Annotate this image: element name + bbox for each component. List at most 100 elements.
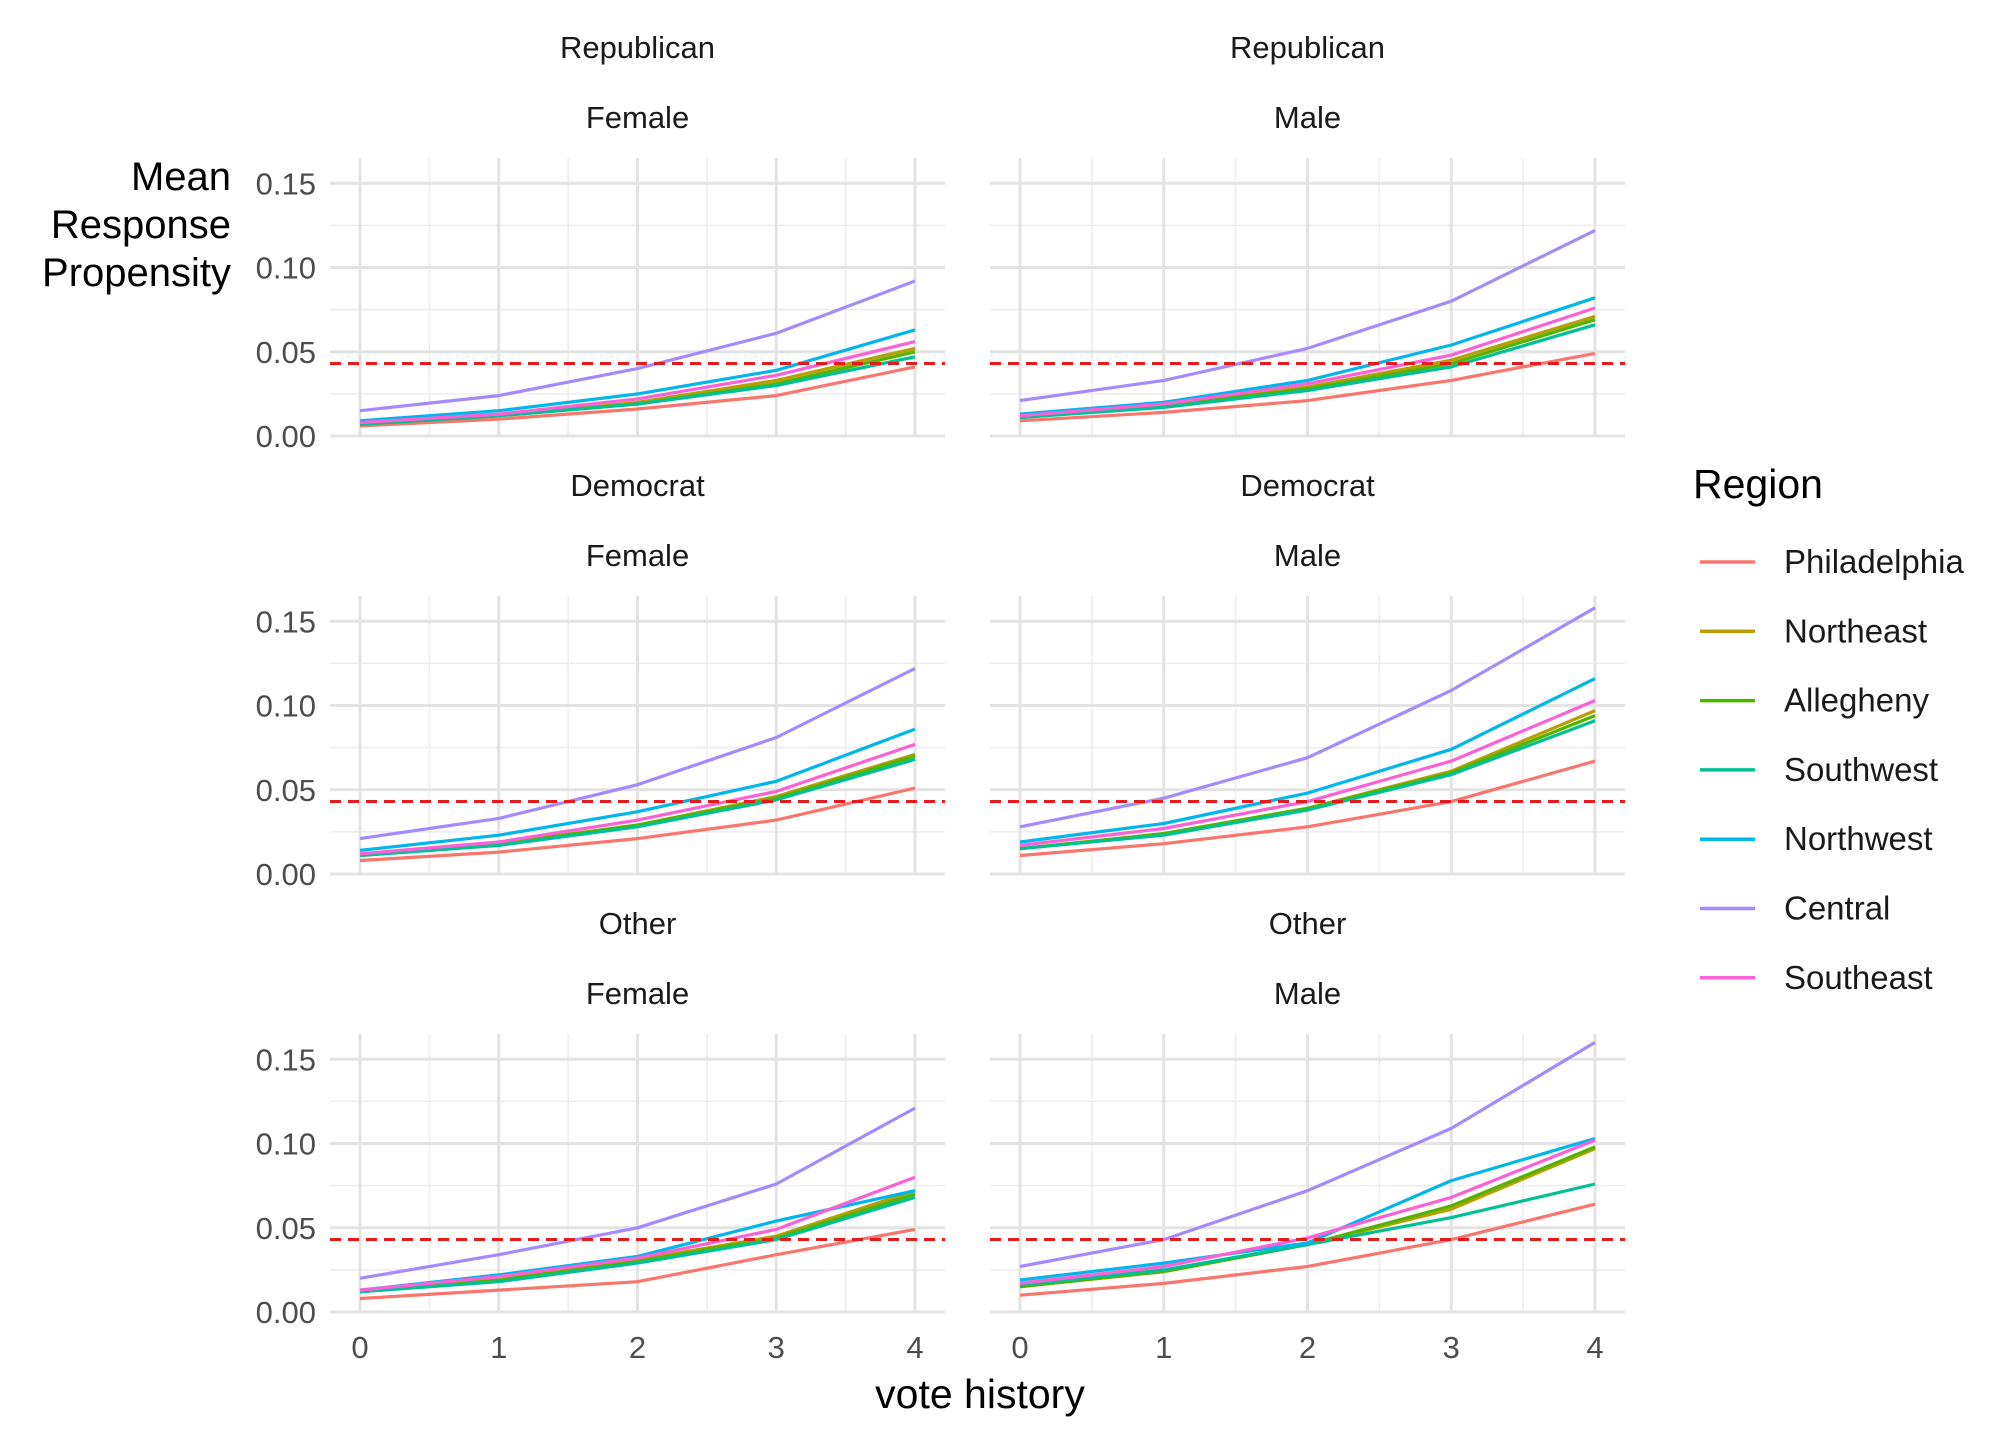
x-tick-label: 4 [1586,1330,1603,1365]
series-line-central [1019,228,1596,403]
series-lines [359,1106,916,1301]
x-tick-label: 1 [490,1330,507,1365]
legend-title: Region [1693,461,1823,507]
x-tick-label: 2 [1299,1330,1316,1365]
series-line-southwest [359,1195,916,1294]
facet-strip-party: Other [1269,906,1347,941]
facet-panel-republican-male: Republican Male [990,30,1625,438]
y-tick-label: 0.05 [256,773,316,808]
y-axis-label-line: Mean [131,155,231,199]
legend-label: Central [1784,890,1890,927]
legend: Region Philadelphia Northeast Allegheny Sou… [1693,461,1964,996]
y-tick-label: 0.00 [256,857,316,892]
y-axis-label-line: Response [51,203,231,247]
facet-panel-republican-female: Republican Female 0.00 0.05 0.10 0.15 [256,30,945,454]
major-gridlines [990,596,1625,876]
series-line-central [359,1106,916,1280]
series-line-philadelphia [359,1227,916,1301]
series-line-central [359,279,916,413]
major-gridlines [990,1034,1625,1314]
series-line-northwest [1019,296,1596,416]
facet-strip-gender: Female [586,538,689,573]
series-line-southeast [359,1175,916,1292]
series-line-philadelphia [359,365,916,428]
y-tick-label: 0.10 [256,1127,316,1162]
y-tick-label: 0.15 [256,1042,316,1077]
facet-panel-democrat-female: Democrat Female 0.00 0.05 0.10 0.15 [256,468,945,892]
series-line-philadelphia [359,786,916,863]
series-line-central [1019,1041,1596,1269]
facet-strip-gender: Male [1274,100,1341,135]
legend-items: Philadelphia Northeast Allegheny Southwest N… [1700,543,1964,996]
series-line-southeast [1019,699,1596,847]
x-tick-label: 3 [1443,1330,1460,1365]
facet-strip-party: Democrat [1240,468,1375,503]
legend-label: Philadelphia [1784,543,1964,580]
facet-strip-gender: Male [1274,538,1341,573]
y-tick-label: 0.15 [256,166,316,201]
series-line-southeast [1019,306,1596,418]
facet-strip-party: Republican [1230,30,1385,65]
x-tick-label: 2 [629,1330,646,1365]
series-line-central [1019,606,1596,829]
series-line-southeast [1019,1138,1596,1285]
y-tick-label: 0.00 [256,419,316,454]
series-line-northwest [1019,1136,1596,1282]
facet-strip-party: Other [599,906,677,941]
legend-item-central: Central [1700,890,1890,927]
y-tick-label: 0.15 [256,604,316,639]
y-tick-label: 0.10 [256,251,316,286]
facet-strip-gender: Male [1274,976,1341,1011]
series-lines [359,666,916,863]
legend-label: Northeast [1784,612,1927,649]
series-line-southwest [1019,323,1596,420]
panels-layer: RepublicanFemale0.000.050.100.15Republic… [256,30,1625,1365]
legend-label: Southeast [1784,959,1933,996]
legend-item-northwest: Northwest [1700,820,1933,857]
facet-strip-party: Republican [560,30,715,65]
y-tick-label: 0.00 [256,1295,316,1330]
x-tick-label: 1 [1155,1330,1172,1365]
major-gridlines [330,1034,945,1314]
facet-panel-democrat-male: Democrat Male [990,468,1625,876]
x-tick-label: 0 [351,1330,368,1365]
series-line-northwest [359,328,916,423]
legend-item-northeast: Northeast [1700,612,1927,649]
series-line-southwest [359,355,916,426]
legend-label: Allegheny [1784,682,1929,719]
legend-item-southeast: Southeast [1700,959,1933,996]
x-tick-label: 3 [768,1330,785,1365]
facet-panel-other-female: Other Female 0.00 0.05 0.10 0.15 0 1 2 3 4 [256,906,945,1365]
legend-label: Southwest [1784,751,1938,788]
series-line-southwest [1019,719,1596,851]
series-line-central [359,666,916,841]
series-line-northwest [359,727,916,852]
facet-panel-other-male: Other Male 0 1 2 3 4 [990,906,1625,1365]
legend-item-allegheny: Allegheny [1700,682,1929,719]
series-line-philadelphia [1019,351,1596,423]
y-tick-label: 0.05 [256,335,316,370]
facet-strip-party: Democrat [570,468,705,503]
series-line-southwest [1019,1182,1596,1287]
series-line-philadelphia [1019,759,1596,858]
y-tick-label: 0.05 [256,1211,316,1246]
x-tick-label: 0 [1011,1330,1028,1365]
series-line-southeast [359,742,916,856]
x-tick-label: 4 [906,1330,923,1365]
facet-strip-gender: Female [586,100,689,135]
series-line-southwest [359,757,916,858]
facet-strip-gender: Female [586,976,689,1011]
legend-item-philadelphia: Philadelphia [1700,543,1964,580]
series-line-northwest [1019,677,1596,844]
legend-item-southwest: Southwest [1700,751,1938,788]
y-axis-label-line: Propensity [42,251,231,295]
series-lines [1019,606,1596,858]
series-lines [1019,228,1596,423]
series-lines [1019,1041,1596,1297]
x-axis-label: vote history [875,1371,1085,1417]
series-line-philadelphia [1019,1202,1596,1297]
legend-label: Northwest [1784,820,1933,857]
y-tick-label: 0.10 [256,689,316,724]
